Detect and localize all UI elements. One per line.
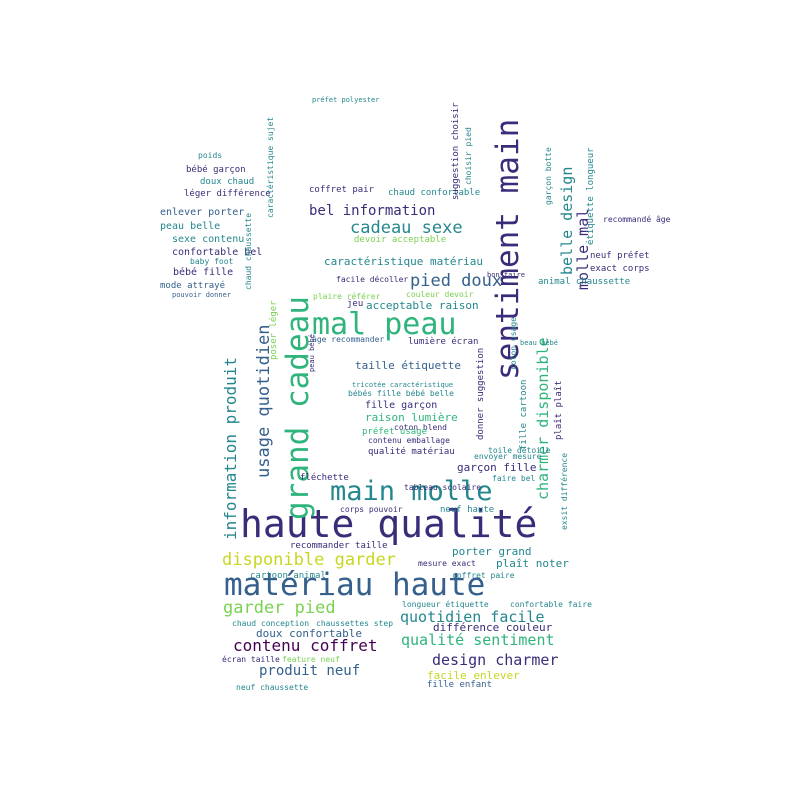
word: doux chaud [200,177,255,187]
word: fille cartoon [519,379,529,450]
word: bébés fille bébé belle [348,389,454,398]
word: bel information [309,203,436,219]
word: tableau scolaire [404,483,482,492]
word: plaît noter [496,557,569,570]
word: cadeau sexe [350,218,463,238]
word: fléchette [300,473,349,483]
word: chaud conception [232,619,310,628]
word: exsit différence [560,452,569,530]
word: pouvoir donner [172,291,232,299]
word: qualité sentiment [401,631,555,649]
word: jeu [347,299,364,309]
word: facile décoller [336,275,409,284]
word: toile détoile [488,446,551,455]
word: feature neuf [282,655,340,664]
word: fille garçon [365,400,438,411]
word: main molle [330,476,493,507]
word: plaît plaît [554,380,564,440]
word: devoir acceptable [354,235,447,245]
word: écran taille [222,655,280,664]
word: recommander taille [290,541,388,551]
word: garçon botte [544,147,553,205]
word: coffret paire [452,571,515,580]
word: lumière écran [408,337,479,347]
word: caractéristique sujet [266,116,275,218]
word: pied doux [410,271,503,291]
word: disponible garder [222,550,396,570]
word: mal peau [312,307,457,342]
word: coffret pair [309,185,375,195]
word: contenu emballage [368,436,450,445]
word: garçon fille [457,461,537,474]
word: âge recommander [312,335,385,344]
word: charmer disponible [534,337,552,500]
word: neuf chaussette [236,683,309,692]
word: haute qualité [240,502,538,546]
word: design charmer [432,651,559,669]
word: neuf préfet [590,251,650,261]
word: confortable bel [172,247,263,258]
word: corps pouvoir [340,505,403,514]
word: raison lumière [365,411,458,424]
word: léger différence [184,189,271,199]
word: contenu coffret [233,636,378,655]
word: facile enlever [427,669,520,682]
word: caractéristique matériau [324,255,483,268]
word: baby foot [190,257,234,266]
word: bébé fille [173,267,234,278]
word: beau bébé [520,339,558,347]
word: taille étiquette [355,359,461,372]
word: produit neuf [259,663,361,679]
word: étiquette longueur [586,147,596,245]
word: coton blend [394,423,447,432]
word: choisir pied [464,127,473,185]
word: porter grand [452,545,532,558]
word: bon faire [487,271,525,279]
word: mesure exact [418,559,476,568]
word: doux confortable [256,627,362,640]
word: plaire référer [313,292,381,301]
word: confortable faire [510,600,592,609]
word: cartoon animal [250,571,326,581]
word: couleur devoir [406,290,474,299]
word: belle design [558,166,576,275]
word: peau belle [160,221,221,232]
word: acceptable raison [366,299,479,312]
word: chaud confortable [388,188,481,198]
word: garder pied [223,598,336,618]
word: poids [198,151,223,160]
word: qualité matériau [368,447,455,457]
word: matériau haute [224,567,486,603]
word: animal chaussette [538,277,631,287]
word: mode attrayé [160,281,226,291]
word: coton usage [509,317,518,370]
word: quotidien facile [400,608,545,626]
word: suggestion choisir [451,102,461,200]
word: donner suggestion [476,347,486,440]
word: envoyer mesure [474,452,542,461]
word: longueur étiquette [402,600,489,609]
word: recommandé âge [603,215,671,224]
word: préfet polyester [312,96,380,104]
word: exact corps [590,264,650,274]
word: grand cadeau [280,296,316,520]
word: neuf haute [440,505,495,515]
word: enlever porter [160,207,245,218]
word: information produit [221,356,240,540]
word: faire bel [492,474,536,483]
word: tricotée caractéristique [352,381,454,389]
word: différence couleur [433,621,553,634]
word: peau bébé [308,334,316,372]
word: fille enfant [427,680,493,690]
word: sexe contenu [172,234,245,245]
word: chaud chaussette [244,212,253,290]
word: bébé garçon [186,165,246,175]
word: poser léger [269,300,279,360]
word: préfet usage [362,427,428,437]
word: chaussettes step [316,619,394,628]
